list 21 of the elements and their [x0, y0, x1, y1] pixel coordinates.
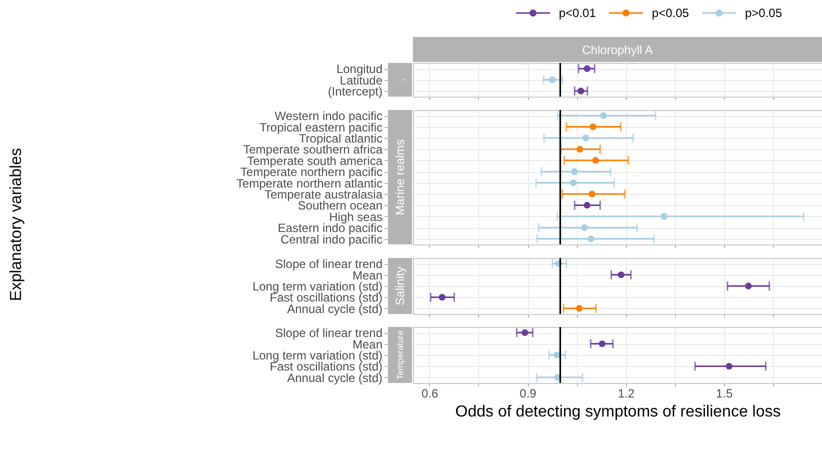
y-tick-label: Long term variation (std) [252, 348, 382, 362]
y-tick-label: Tropical atlantic [298, 132, 382, 146]
legend-label: p<0.05 [652, 6, 689, 20]
y-tick-label: Central indo pacific [280, 232, 382, 246]
y-tick-label: (Intercept) [328, 84, 382, 98]
text: Salinity [393, 266, 407, 306]
x-tick-label: 1.2 [618, 386, 635, 400]
legend-label: p<0.01 [558, 6, 596, 20]
y-axis-title: Explanatory variables [8, 148, 26, 301]
text: Temperature [395, 330, 405, 380]
y-tick-label: Long term variation (std) [252, 280, 382, 294]
x-tick-label: 1.5 [716, 386, 734, 400]
x-axis-title: Odds of detecting symptoms of resilience loss [455, 404, 781, 420]
chart-title: Chlorophyll A [582, 43, 653, 57]
y-tick-label: Temperate australasia [264, 188, 383, 202]
y-tick-label: Longitud [336, 62, 382, 76]
x-tick-label: 0.6 [422, 386, 439, 400]
text: . [393, 78, 407, 82]
text: Marine realms [393, 139, 407, 216]
x-tick-label: 0.9 [520, 386, 537, 400]
legend-label: p>0.05 [744, 6, 782, 20]
